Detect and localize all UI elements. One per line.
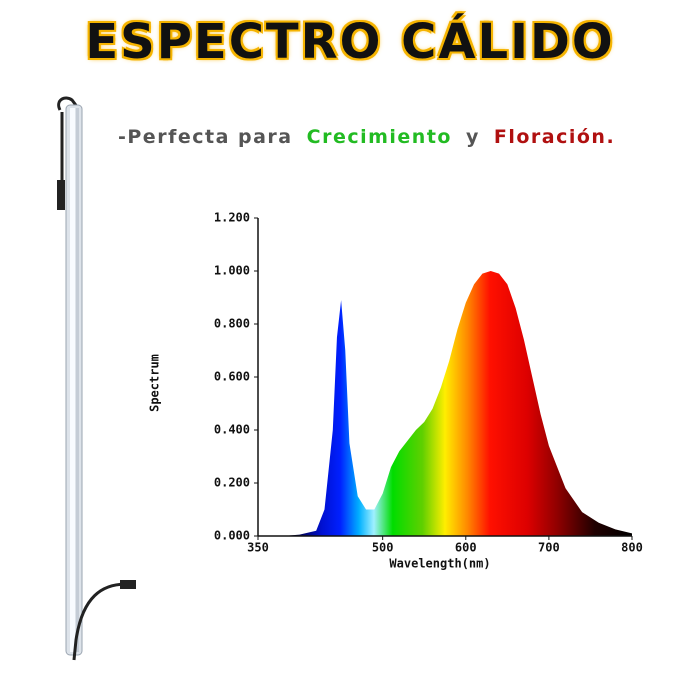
- y-axis-label: Spectrum: [148, 354, 162, 412]
- y-tick-label: 0.600: [214, 370, 250, 384]
- x-tick-label: 800: [621, 541, 643, 555]
- x-axis-label: Wavelength(nm): [389, 557, 490, 571]
- subtitle-part: Crecimiento: [306, 126, 452, 148]
- y-tick-label: 1.000: [214, 264, 250, 278]
- x-tick-label: 700: [538, 541, 560, 555]
- y-tick-label: 0.400: [214, 423, 250, 437]
- spectrum-area: [258, 271, 632, 536]
- y-tick-label: 0.200: [214, 476, 250, 490]
- led-tube: [57, 96, 136, 661]
- y-tick-label: 0.000: [214, 529, 250, 543]
- x-tick-label: 600: [455, 541, 477, 555]
- subtitle-part: Floración.: [493, 126, 616, 148]
- x-tick-label: 350: [247, 541, 269, 555]
- x-tick-label: 500: [372, 541, 394, 555]
- y-tick-label: 1.200: [214, 211, 250, 225]
- subtitle-part: y: [465, 126, 480, 148]
- subtitle: -Perfecta para Crecimiento y Floración.: [118, 126, 615, 148]
- title: ESPECTRO CÁLIDO: [85, 14, 615, 70]
- subtitle-part: -Perfecta para: [118, 126, 293, 148]
- y-tick-label: 0.800: [214, 317, 250, 331]
